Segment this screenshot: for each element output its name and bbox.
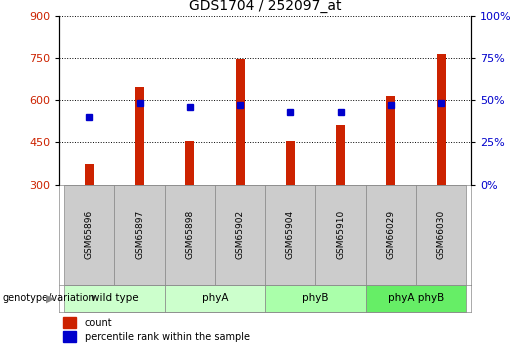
Text: count: count (84, 318, 112, 328)
Bar (366, 285, 466, 312)
Bar (135, 87, 144, 185)
Text: GSM65910: GSM65910 (336, 210, 345, 259)
Bar (63, 331, 76, 342)
Bar (286, 141, 295, 185)
Bar (336, 125, 345, 185)
Text: phyB: phyB (302, 294, 329, 303)
Bar (215, 185, 265, 285)
Text: ▶: ▶ (45, 294, 54, 303)
Text: phyA: phyA (202, 294, 228, 303)
Text: wild type: wild type (91, 294, 139, 303)
Text: GSM65898: GSM65898 (185, 210, 194, 259)
Bar (64, 285, 165, 312)
Text: GSM65902: GSM65902 (235, 210, 245, 259)
Bar (64, 185, 114, 285)
Bar (165, 185, 215, 285)
Bar (265, 285, 366, 312)
Bar (437, 55, 445, 185)
Bar (114, 185, 165, 285)
Bar (63, 317, 76, 328)
Text: GSM66030: GSM66030 (437, 210, 445, 259)
Text: GSM66029: GSM66029 (386, 210, 396, 259)
Bar (366, 185, 416, 285)
Title: GDS1704 / 252097_at: GDS1704 / 252097_at (189, 0, 341, 13)
Bar (185, 141, 194, 185)
Text: phyA phyB: phyA phyB (388, 294, 444, 303)
Text: genotype/variation: genotype/variation (3, 294, 95, 303)
Bar (316, 185, 366, 285)
Text: GSM65897: GSM65897 (135, 210, 144, 259)
Bar (386, 96, 396, 185)
Text: GSM65904: GSM65904 (286, 210, 295, 259)
Bar (85, 164, 94, 185)
Bar (416, 185, 466, 285)
Text: GSM65896: GSM65896 (85, 210, 94, 259)
Text: percentile rank within the sample: percentile rank within the sample (84, 332, 250, 342)
Bar (165, 285, 265, 312)
Bar (265, 185, 316, 285)
Bar (235, 59, 245, 185)
